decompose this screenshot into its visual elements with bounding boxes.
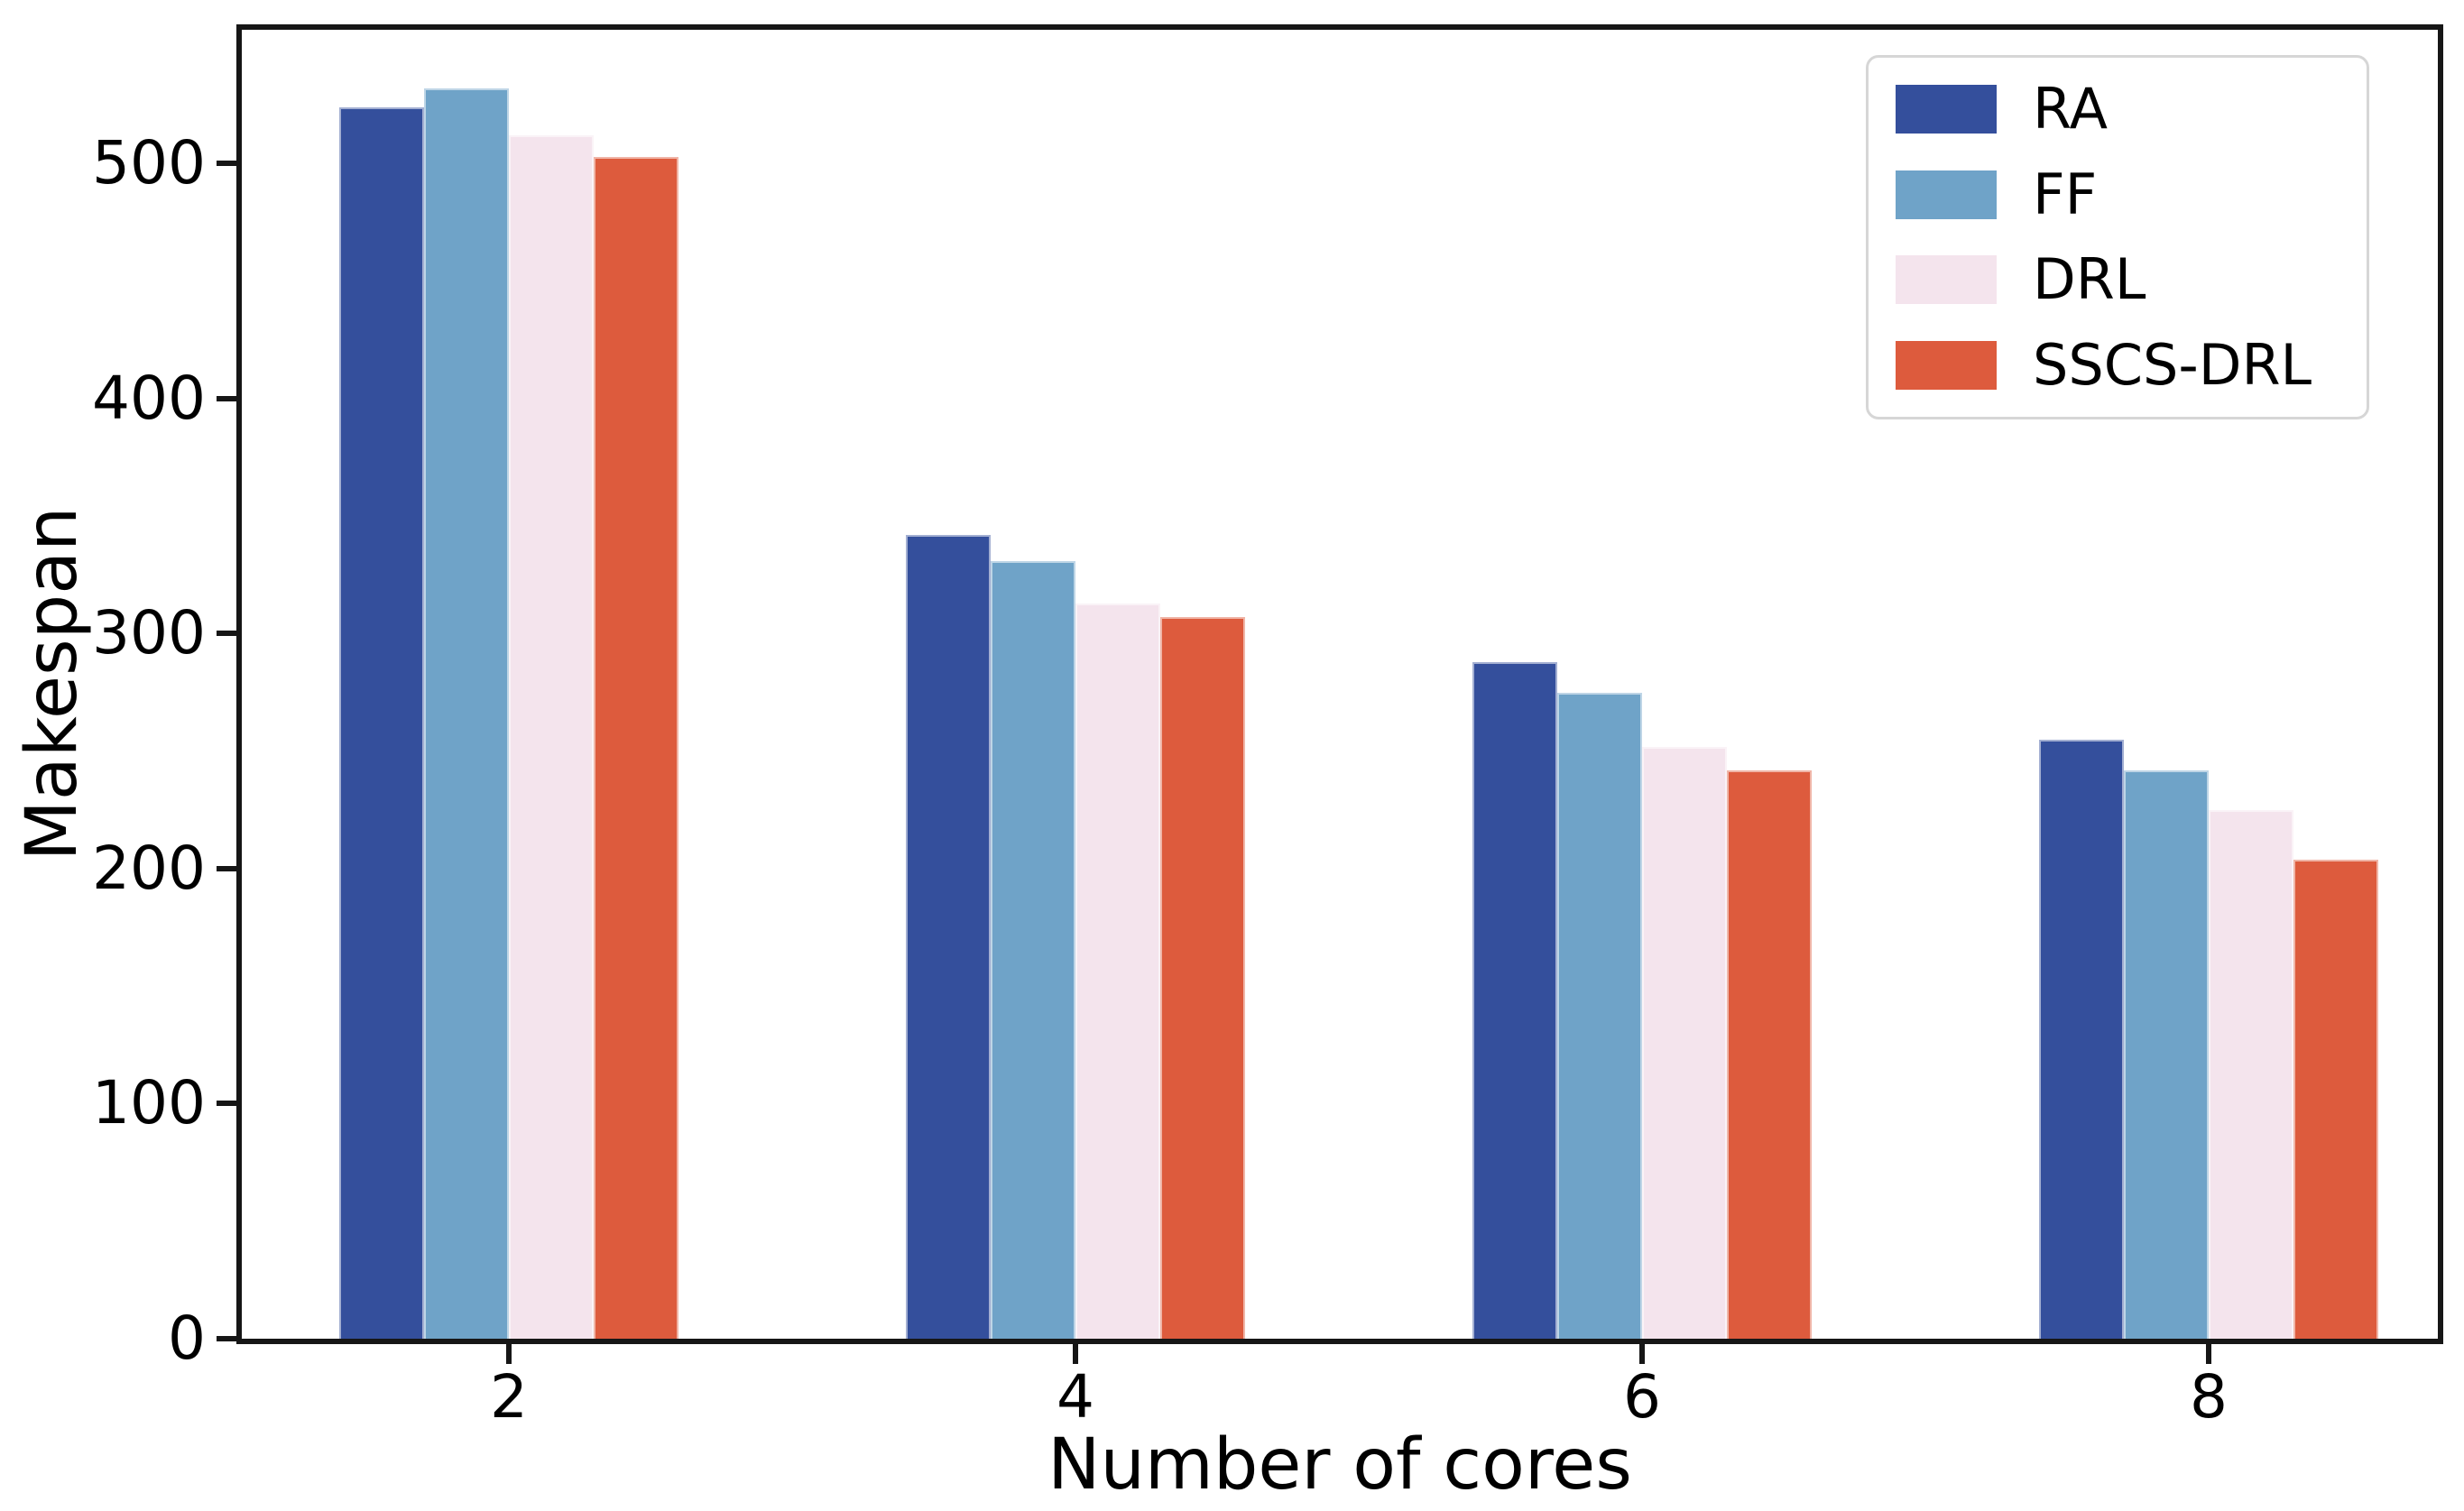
bar-ff-cores-8 (2124, 769, 2209, 1339)
bar-drl-cores-2 (509, 135, 594, 1339)
bar-drl-cores-4 (1075, 603, 1160, 1339)
legend-item-ff: FF (1896, 161, 2339, 227)
y-tick-label: 300 (92, 598, 206, 668)
x-tick-mark (506, 1344, 512, 1364)
bar-ra-cores-4 (906, 535, 991, 1339)
legend-label: FF (2033, 161, 2098, 227)
bar-ff-cores-2 (424, 88, 509, 1339)
bar-sscs-drl-cores-8 (2293, 859, 2378, 1339)
legend-swatch-drl (1896, 255, 1997, 305)
bar-ra-cores-8 (2039, 739, 2124, 1339)
y-tick-label: 0 (168, 1304, 206, 1373)
legend-item-sscs-drl: SSCS-DRL (1896, 331, 2339, 398)
bar-sscs-drl-cores-4 (1160, 617, 1245, 1339)
x-tick-mark (1073, 1344, 1078, 1364)
x-axis-label: Number of cores (1047, 1424, 1632, 1506)
y-tick-label: 100 (92, 1068, 206, 1138)
y-axis-label: Makespan (12, 506, 93, 861)
y-tick-mark (217, 1101, 236, 1107)
legend-swatch-ra (1896, 85, 1997, 134)
y-tick-mark (217, 865, 236, 871)
bar-ff-cores-6 (1557, 692, 1642, 1339)
bar-drl-cores-6 (1642, 746, 1727, 1339)
bar-ra-cores-6 (1472, 661, 1557, 1339)
bar-ff-cores-4 (991, 560, 1075, 1339)
bar-sscs-drl-cores-6 (1727, 769, 1812, 1339)
x-tick-label: 2 (490, 1362, 528, 1432)
bar-sscs-drl-cores-2 (594, 156, 678, 1339)
y-tick-mark (217, 395, 236, 401)
legend-label: SSCS-DRL (2033, 331, 2312, 398)
y-tick-label: 500 (92, 128, 206, 198)
legend-swatch-sscs-drl (1896, 340, 1997, 390)
y-tick-label: 400 (92, 363, 206, 433)
legend-item-ra: RA (1896, 81, 2339, 137)
y-tick-mark (217, 631, 236, 637)
bar-drl-cores-8 (2209, 809, 2293, 1339)
x-tick-mark (1639, 1344, 1645, 1364)
y-tick-mark (217, 161, 236, 167)
legend-swatch-ff (1896, 170, 1997, 219)
y-tick-mark (217, 1336, 236, 1341)
legend-item-drl: DRL (1896, 252, 2339, 308)
x-tick-label: 4 (1057, 1362, 1094, 1432)
legend-label: RA (2033, 76, 2108, 142)
y-tick-label: 200 (92, 833, 206, 903)
bar-ra-cores-2 (339, 106, 424, 1339)
legend: RA FF DRL SSCS-DRL (1866, 55, 2369, 419)
legend-label: DRL (2033, 246, 2146, 313)
x-tick-label: 8 (2190, 1362, 2228, 1432)
x-tick-mark (2206, 1344, 2211, 1364)
x-tick-label: 6 (1623, 1362, 1661, 1432)
